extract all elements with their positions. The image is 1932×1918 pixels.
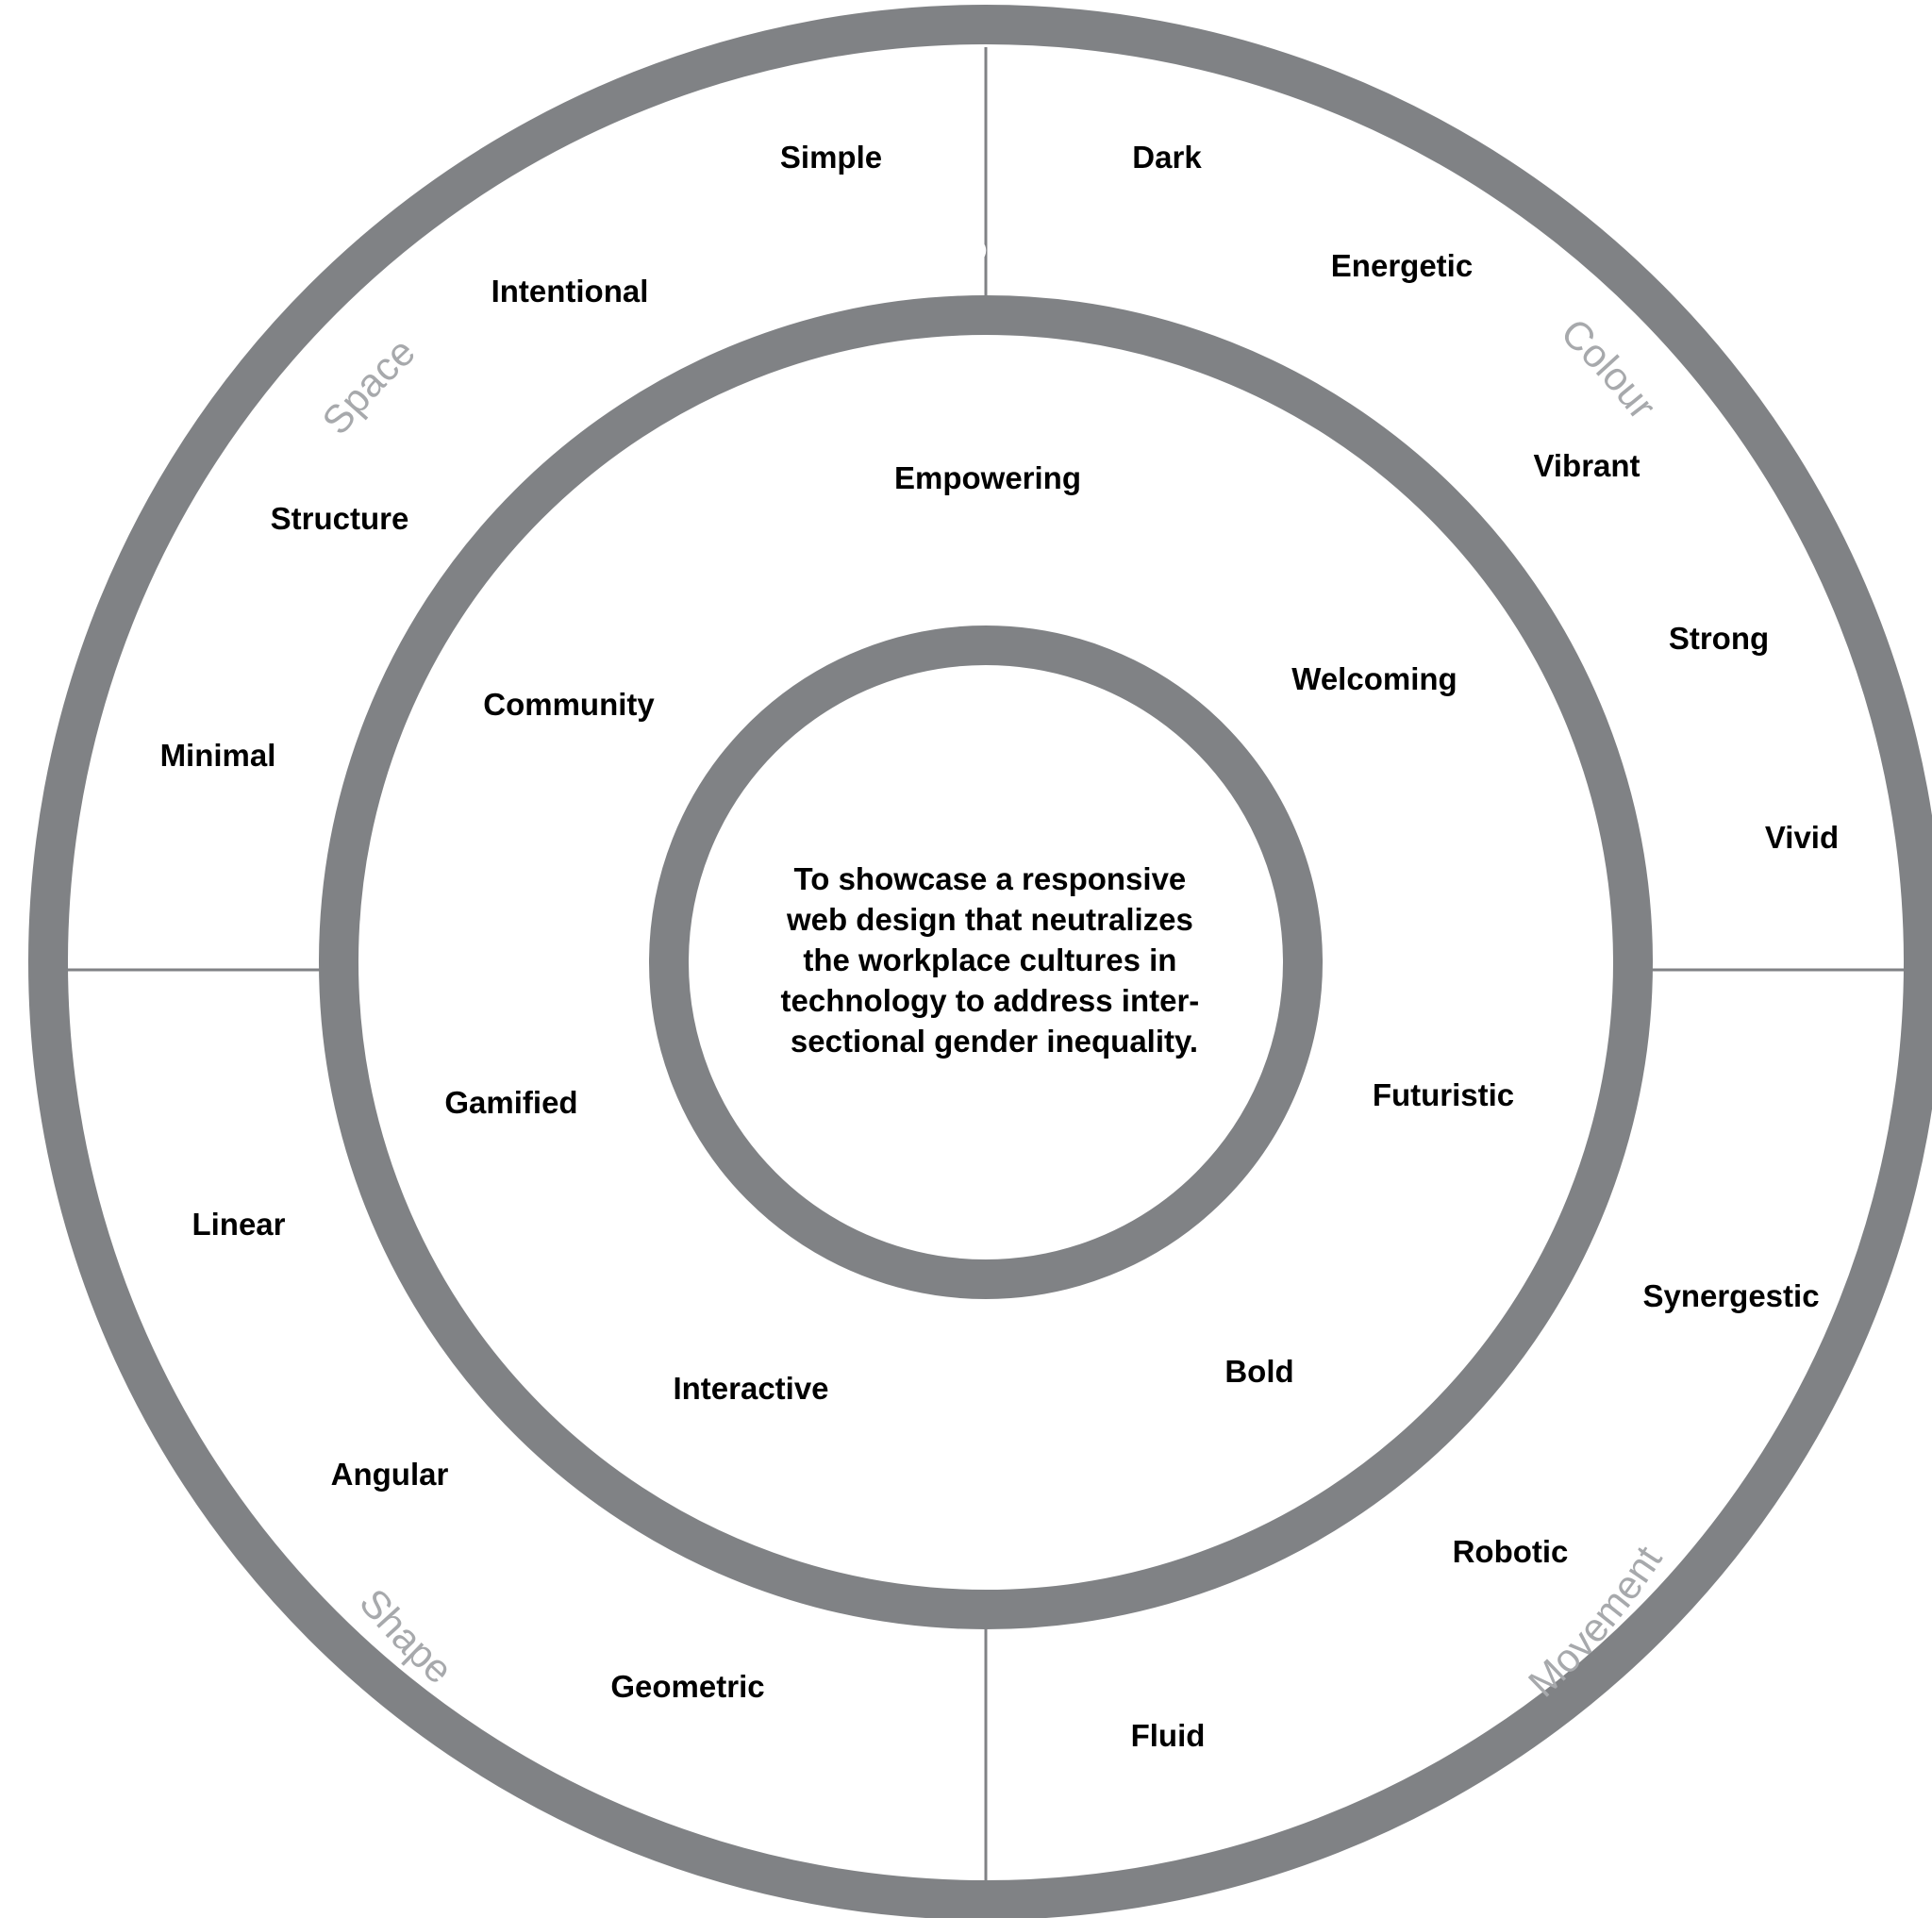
middle-ring-label-path: MOOD xyxy=(936,233,1036,270)
mood-word-welcoming: Welcoming xyxy=(1291,661,1457,696)
purpose-line: web design that neutralizes xyxy=(786,902,1193,937)
space-word-simple: Simple xyxy=(780,140,882,175)
purpose-line: sectional gender inequality. xyxy=(791,1024,1198,1059)
movement-word-fluid: Fluid xyxy=(1131,1718,1206,1753)
mood-word-community: Community xyxy=(483,687,655,722)
middle-ring xyxy=(319,295,1653,1629)
shape-word-linear: Linear xyxy=(192,1207,285,1242)
space-word-minimal: Minimal xyxy=(160,738,276,773)
purpose-line: the workplace cultures in xyxy=(803,942,1176,977)
inner-ring-label-path: WHY? xyxy=(941,571,1032,607)
purpose-line: To showcase a responsive xyxy=(794,861,1187,896)
mood-word-gamified: Gamified xyxy=(444,1085,577,1120)
space-word-structure: Structure xyxy=(271,501,409,536)
mood-word-interactive: Interactive xyxy=(673,1371,828,1406)
quadrant-label-colour: Colour xyxy=(1553,309,1665,427)
colour-word-vivid: Vivid xyxy=(1765,820,1839,855)
quadrant-label-colour-path: Colour xyxy=(1553,309,1665,427)
movement-word-synergestic: Synergestic xyxy=(1642,1278,1819,1313)
quadrant-label-space-path: Space xyxy=(313,329,424,442)
quadrant-label-space: Space xyxy=(313,329,424,442)
shape-word-angular: Angular xyxy=(331,1457,449,1492)
inner-ring-label: WHY? xyxy=(941,571,1032,607)
space-word-intentional: Intentional xyxy=(491,274,649,309)
middle-ring-label: MOOD xyxy=(936,233,1036,270)
colour-word-strong: Strong xyxy=(1669,621,1769,656)
movement-word-robotic: Robotic xyxy=(1453,1534,1569,1569)
purpose-statement: To showcase a responsive web design that… xyxy=(781,861,1208,1059)
colour-word-energetic: Energetic xyxy=(1331,248,1473,283)
purpose-line: technology to address inter- xyxy=(781,983,1200,1018)
inner-ring xyxy=(649,625,1323,1299)
shape-word-geometric: Geometric xyxy=(610,1669,764,1704)
colour-word-vibrant: Vibrant xyxy=(1533,448,1640,483)
colour-word-dark: Dark xyxy=(1132,140,1202,175)
mood-word-bold: Bold xyxy=(1224,1354,1293,1389)
mood-word-empowering: Empowering xyxy=(894,460,1081,495)
mood-word-futuristic: Futuristic xyxy=(1373,1077,1514,1112)
outer-ring xyxy=(28,5,1932,1918)
